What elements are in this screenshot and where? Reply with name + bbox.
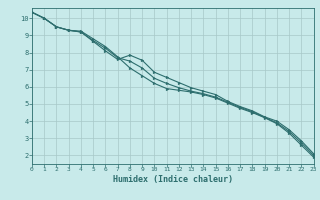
X-axis label: Humidex (Indice chaleur): Humidex (Indice chaleur) bbox=[113, 175, 233, 184]
